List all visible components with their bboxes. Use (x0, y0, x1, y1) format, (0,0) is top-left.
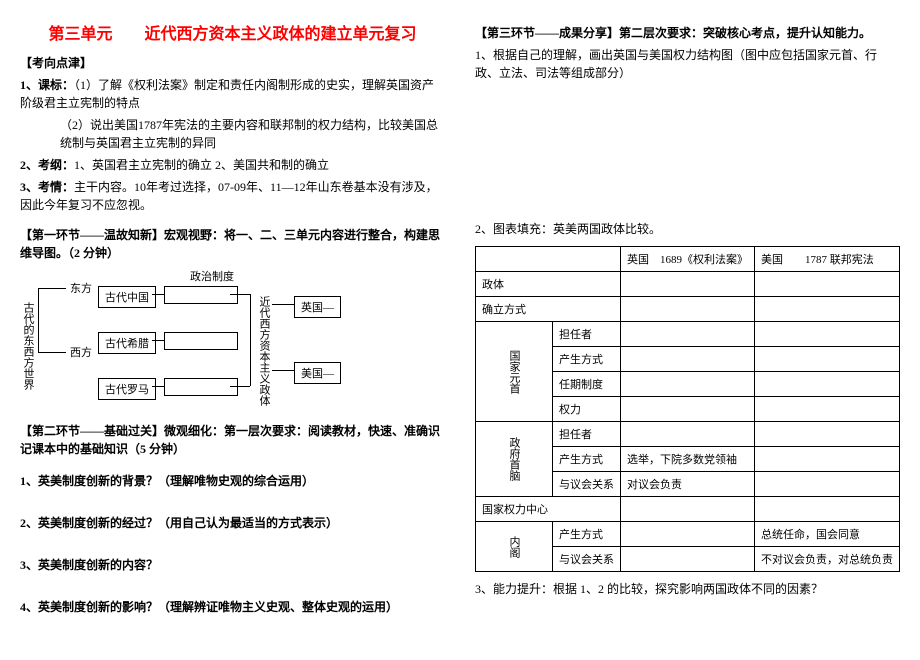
kb-1a: （1）了解《权利法案》制定和责任内阁制形成的史实，理解英国资产阶级君主立宪制的特… (20, 78, 434, 110)
section2-head: 【第一环节——温故知新】宏观视野：将一、二、三单元内容进行整合，构建思维导图。（… (20, 226, 445, 262)
diag-west: 西方 (70, 344, 92, 360)
g3r2: 与议会关系 (553, 547, 621, 572)
g2r2uk: 选举，下院多数党领袖 (621, 447, 755, 472)
section4-head: 【第三环节——成果分享】第二层次要求：突破核心考点，提升认知能力。 (475, 26, 871, 40)
row-pc: 国家权力中心 (476, 497, 621, 522)
unit-title: 第三单元 近代西方资本主义政体的建立单元复习 (20, 20, 445, 44)
diag-right-vlabel: 近代西方资本主义政体 (256, 296, 272, 406)
mind-map-diagram: 古代的东西方世界 东方 西方 古代中国 古代希腊 古代罗马 政治制度 近代西方资… (20, 272, 445, 412)
diag-uk: 英国— (294, 296, 341, 318)
g1: 国家元首 (476, 322, 553, 422)
kb-label: 1、课标： (20, 78, 74, 92)
q1: 1、英美制度创新的背景？（理解唯物史观的综合运用） (20, 472, 445, 490)
diag-blank2 (164, 332, 238, 350)
g1r4: 权力 (553, 397, 621, 422)
diag-blank3 (164, 378, 238, 396)
q2: 2、英美制度创新的经过？（用自己认为最适当的方式表示） (20, 514, 445, 532)
section1-head: 【考向点津】 (20, 56, 92, 70)
kq-text: 主干内容。10年考过选择，07-09年、11—12年山东卷基本没有涉及，因此今年… (20, 180, 438, 212)
g1r3: 任期制度 (553, 372, 621, 397)
g1r2: 产生方式 (553, 347, 621, 372)
g2r3: 与议会关系 (553, 472, 621, 497)
g2r2: 产生方式 (553, 447, 621, 472)
diag-rome: 古代罗马 (98, 378, 156, 400)
r2: 2、图表填充：英美两国政体比较。 (475, 220, 900, 238)
kb-1b: （2）说出美国1787年宪法的主要内容和联邦制的权力结构，比较美国总统制与英国君… (20, 116, 445, 152)
g3r1: 产生方式 (553, 522, 621, 547)
q4: 4、英美制度创新的影响？（理解辨证唯物主义史观、整体史观的运用） (20, 598, 445, 616)
diag-top-label: 政治制度 (190, 268, 234, 284)
comparison-table: 英国 1689《权利法案》 美国 1787 联邦宪法 政体 确立方式 国家元首担… (475, 246, 900, 572)
kg-label: 2、考纲： (20, 158, 74, 172)
row-ql: 确立方式 (476, 297, 621, 322)
th-us: 美国 1787 联邦宪法 (755, 247, 900, 272)
section3-head: 【第二环节——基础过关】微观细化：第一层次要求：阅读教材，快速、准确识记课本中的… (20, 422, 445, 458)
r1: 1、根据自己的理解，画出英国与美国权力结构图（图中应包括国家元首、行政、立法、司… (475, 46, 900, 82)
r3: 3、能力提升：根据 1、2 的比较，探究影响两国政体不同的因素？ (475, 580, 900, 598)
th-uk: 英国 1689《权利法案》 (621, 247, 755, 272)
diag-blank1 (164, 286, 238, 304)
kq-label: 3、考情： (20, 180, 74, 194)
g3r1us: 总统任命，国会同意 (755, 522, 900, 547)
diag-left-vlabel: 古代的东西方世界 (20, 302, 36, 390)
g2: 政府首脑 (476, 422, 553, 497)
kg-text: 1、英国君主立宪制的确立 2、美国共和制的确立 (74, 158, 329, 172)
g2r3uk: 对议会负责 (621, 472, 755, 497)
g3: 内阁 (476, 522, 553, 572)
q3: 3、英美制度创新的内容？ (20, 556, 445, 574)
diag-greece: 古代希腊 (98, 332, 156, 354)
g1r1: 担任者 (553, 322, 621, 347)
diag-us: 美国— (294, 362, 341, 384)
diag-china: 古代中国 (98, 286, 156, 308)
diag-east: 东方 (70, 280, 92, 296)
row-zt: 政体 (476, 272, 621, 297)
g2r1: 担任者 (553, 422, 621, 447)
g3r2us: 不对议会负责，对总统负责 (755, 547, 900, 572)
